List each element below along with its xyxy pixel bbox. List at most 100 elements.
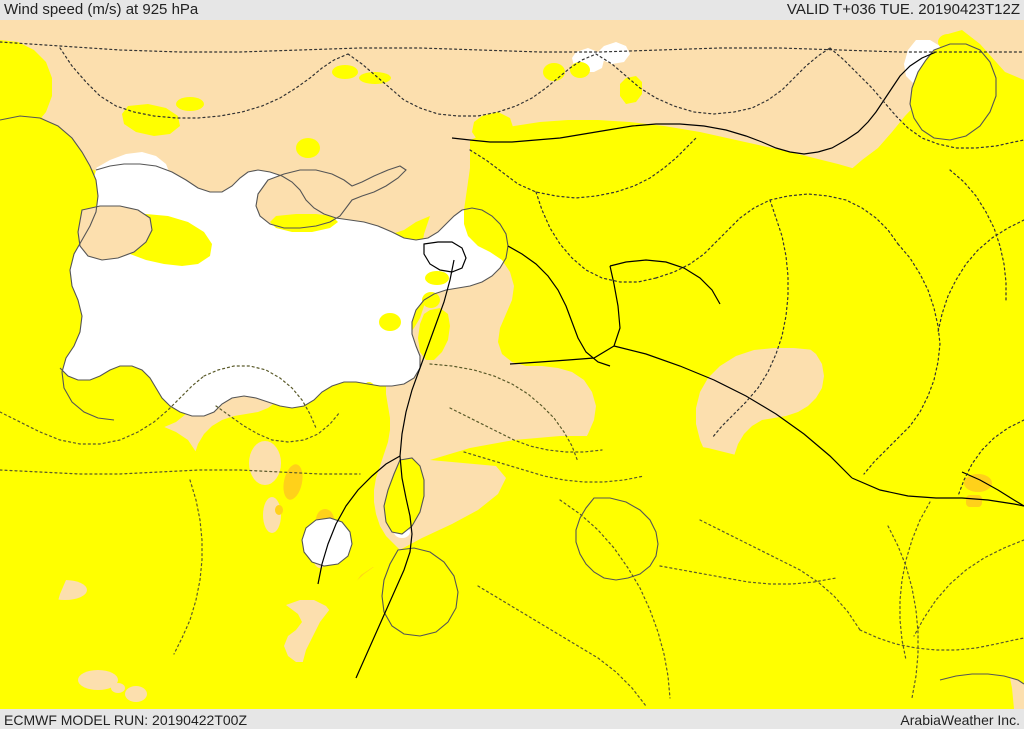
coast-egypt-north xyxy=(59,365,392,417)
dotted-borders xyxy=(0,41,1024,707)
high-gulf-patch-b xyxy=(966,495,982,507)
dotted-iran-a xyxy=(949,169,1007,301)
tan-island-h xyxy=(249,441,281,485)
mid-spot-c xyxy=(620,76,642,104)
map-title: Wind speed (m/s) at 925 hPa xyxy=(4,1,199,18)
mid-spot-d xyxy=(359,72,391,84)
mid-syria-iraq-yellow xyxy=(464,120,974,522)
coast-zagros-outline xyxy=(909,43,997,141)
mid-west-med xyxy=(0,116,200,709)
mid-blob-b xyxy=(422,292,440,308)
coast-saudi-interior-outline xyxy=(575,497,659,581)
mid-blob-a xyxy=(425,271,449,285)
sea-patch-b xyxy=(108,281,120,295)
mid-jordan-patch xyxy=(606,440,664,486)
dotted-anatolia-c xyxy=(595,47,831,115)
mid-spot-e xyxy=(332,65,358,79)
coast-gulf-of-suez xyxy=(301,517,353,567)
forecast-map[interactable]: .low { fill:#fcdfae; } .mid { fill:#ffff… xyxy=(0,20,1024,709)
dotted-anatolia-b xyxy=(347,53,597,117)
dotted-saudi-e xyxy=(899,501,931,661)
high-gulf-patch-a xyxy=(964,474,992,492)
dotted-syria-a xyxy=(469,137,697,199)
solid-borders xyxy=(317,51,1024,679)
dotted-anatolia-d xyxy=(829,47,1024,149)
coast-aegean-west xyxy=(0,115,115,421)
header-bar: Wind speed (m/s) at 925 hPa VALID T+036 … xyxy=(0,0,1024,20)
dotted-syria-b xyxy=(535,191,657,283)
coast-gulf-south xyxy=(939,673,1024,685)
mid-aegean-coast-b xyxy=(122,104,180,136)
mid-blob-d xyxy=(361,382,377,410)
dotted-iraq-b xyxy=(863,243,941,475)
border-turkey-iran xyxy=(817,51,937,153)
border-egypt-sudan-nile xyxy=(355,497,413,679)
dotted-jordan-b xyxy=(449,407,603,453)
dotted-jordan-c xyxy=(463,451,645,483)
mid-spot-a xyxy=(570,62,590,78)
border-saudi-kuwait xyxy=(851,477,1024,507)
mid-spot-f xyxy=(176,97,204,111)
dotted-egypt-e xyxy=(215,405,341,443)
provider-label: ArabiaWeather Inc. xyxy=(900,712,1020,728)
border-israel-jordan xyxy=(399,259,455,499)
border-jordan-iraq xyxy=(609,259,721,305)
border-saudi-iraq xyxy=(613,345,853,479)
dotted-saudi-d xyxy=(887,525,919,699)
sea-gulf-suez xyxy=(302,518,352,566)
dotted-saudi-f xyxy=(913,539,1024,637)
high-aqaba-streak-c xyxy=(275,505,283,515)
border-syria-iraq xyxy=(507,245,611,367)
dotted-saudi-a xyxy=(559,499,671,699)
coast-sinai xyxy=(383,457,425,535)
model-run-label: ECMWF MODEL RUN: 20190422T00Z xyxy=(4,712,247,728)
tan-island-d xyxy=(111,683,125,693)
mid-aleppo-patch xyxy=(472,112,514,148)
dotted-saudi-h xyxy=(659,565,837,585)
high-aqaba-streak xyxy=(283,464,303,500)
dotted-iran-c xyxy=(957,419,1024,497)
mid-levant-coastal-strip xyxy=(418,308,450,360)
border-turkey-syria xyxy=(451,123,819,155)
mid-aegean-yellow xyxy=(0,40,52,134)
tan-island-e xyxy=(125,686,147,702)
dotted-egypt-b xyxy=(0,375,205,445)
mid-sinai-west xyxy=(384,458,424,534)
dotted-anatolia-a xyxy=(59,47,349,119)
valid-time-label: VALID T+036 TUE. 20190423T12Z xyxy=(786,1,1020,18)
dotted-jordan-a xyxy=(429,363,579,463)
dotted-saudi-b xyxy=(699,519,861,631)
sea-levant-basin xyxy=(308,268,400,336)
border-lebanon xyxy=(423,241,467,273)
border-egypt-israel xyxy=(317,455,401,585)
mid-spot-b xyxy=(543,63,565,81)
mid-spot-g xyxy=(296,138,320,158)
border-kuwait-coast xyxy=(961,471,1024,507)
coast-cyprus xyxy=(255,165,407,229)
island-cyprus xyxy=(256,166,406,228)
mid-zagros-spot xyxy=(978,144,1002,172)
tan-island-i xyxy=(263,497,281,533)
dotted-iraq-c xyxy=(711,199,789,439)
coast-crete xyxy=(77,205,153,261)
mid-gulf-patch xyxy=(812,664,884,704)
mid-blob-c xyxy=(379,313,401,331)
tan-island-c xyxy=(78,670,118,690)
island-crete xyxy=(78,206,152,260)
coast-red-sea xyxy=(381,547,459,637)
dotted-egypt-c xyxy=(203,365,317,429)
sea-aegean xyxy=(96,152,170,192)
mid-zagros xyxy=(910,44,996,140)
dotted-top-grid xyxy=(0,41,1024,53)
dotted-egypt-d xyxy=(173,479,203,655)
dotted-saudi-g xyxy=(477,585,647,707)
lake-reservoir-b xyxy=(598,42,630,64)
map-svg: .low { fill:#fcdfae; } .mid { fill:#ffff… xyxy=(0,20,1024,709)
footer-bar: ECMWF MODEL RUN: 20190422T00Z ArabiaWeat… xyxy=(0,709,1024,729)
mid-arabian-desert xyxy=(298,436,1014,709)
mid-zagros-spot-b xyxy=(938,34,958,50)
dotted-egypt-a xyxy=(0,469,361,475)
mid-saudi-patch-b xyxy=(538,610,584,642)
coast-turkey-south xyxy=(95,163,509,247)
